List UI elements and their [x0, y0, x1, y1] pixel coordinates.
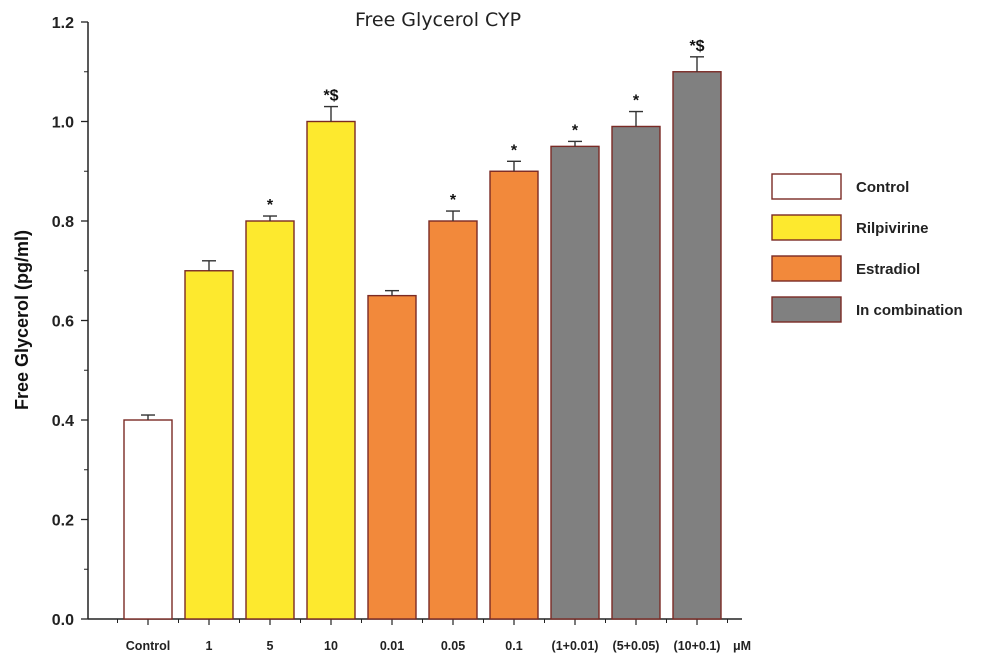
axes: 0.0 0.2 0.4 0.6 0.8 1.0 1.2 Control 1 5 10 0.01 0.05… — [52, 15, 751, 653]
bar — [550, 145, 600, 620]
y-tick-label: 0.6 — [52, 314, 74, 331]
bar — [184, 270, 234, 620]
bars: * *$ * * * * *$ — [123, 38, 722, 620]
y-tick-label: 0.2 — [52, 513, 74, 530]
legend-label: In combination — [856, 302, 963, 319]
bar — [428, 220, 478, 620]
bar — [245, 220, 295, 620]
y-tick-label: 1.0 — [52, 115, 74, 132]
x-tick-label: 0.05 — [441, 639, 465, 653]
significance-marker: * — [450, 192, 457, 209]
x-tick-label: 5 — [267, 639, 274, 653]
x-tick-label: (1+0.01) — [552, 639, 599, 653]
legend-swatch — [771, 296, 842, 323]
bar — [489, 170, 539, 620]
y-tick-label: 0.4 — [52, 413, 74, 430]
y-tick-label: 0.0 — [52, 612, 74, 629]
x-tick-label: (5+0.05) — [613, 639, 660, 653]
x-tick-label: 0.01 — [380, 639, 404, 653]
legend-swatch — [771, 255, 842, 282]
x-tick-label: 0.1 — [505, 639, 522, 653]
x-tick-label: 10 — [324, 639, 338, 653]
y-tick-label: 0.8 — [52, 214, 74, 231]
significance-marker: * — [633, 93, 640, 110]
significance-marker: * — [572, 122, 579, 139]
bar — [672, 71, 722, 620]
significance-marker: *$ — [323, 88, 338, 105]
y-tick-label: 1.2 — [52, 15, 74, 32]
legend-swatch — [771, 214, 842, 241]
chart-title: Free Glycerol CYP — [355, 9, 521, 31]
x-unit-label: μM — [733, 639, 751, 653]
legend-label: Rilpivirine — [856, 220, 929, 237]
significance-marker: *$ — [689, 38, 704, 55]
bar — [611, 125, 661, 620]
legend: Control Rilpivirine Estradiol In combinatio… — [771, 173, 963, 323]
legend-label: Control — [856, 179, 909, 196]
bar — [306, 120, 356, 620]
x-tick-label: (10+0.1) — [674, 639, 721, 653]
y-axis-label: Free Glycerol (pg/ml) — [12, 230, 32, 410]
bar — [123, 419, 173, 620]
significance-marker: * — [267, 197, 274, 214]
legend-swatch — [771, 173, 842, 200]
significance-marker: * — [511, 142, 518, 159]
legend-label: Estradiol — [856, 261, 920, 278]
x-tick-label: 1 — [206, 639, 213, 653]
x-tick-label: Control — [126, 639, 170, 653]
bar — [367, 294, 417, 620]
